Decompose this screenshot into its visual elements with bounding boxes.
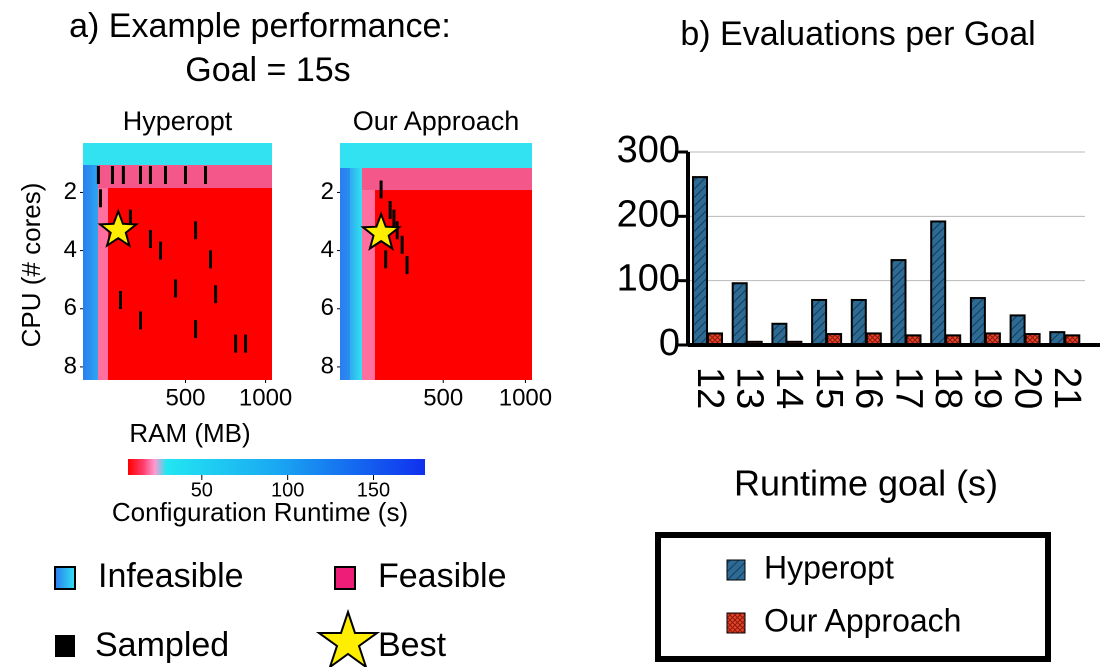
y-tick-label: 6 bbox=[321, 294, 334, 321]
y-tick-label: 6 bbox=[64, 294, 77, 321]
y-tick-label: 200 bbox=[617, 193, 680, 235]
bar bbox=[771, 322, 788, 346]
legend-swatch bbox=[55, 635, 75, 657]
x-tick-label: 20 bbox=[1006, 367, 1048, 409]
colorbar-tick-label: 50 bbox=[191, 479, 213, 501]
x-tick-label: 14 bbox=[768, 367, 810, 409]
x-tick-label: 16 bbox=[848, 367, 890, 409]
bar bbox=[850, 298, 867, 347]
colorbar bbox=[128, 459, 425, 475]
x-tick-label: 18 bbox=[927, 367, 969, 409]
region-infeasible bbox=[340, 143, 350, 380]
y-tick-label: 100 bbox=[617, 258, 680, 300]
y-tick-label: 2 bbox=[64, 178, 77, 205]
legend-star bbox=[315, 608, 381, 667]
subplot-title: Hyperopt bbox=[123, 106, 233, 136]
panel-subtitle: Goal = 15s bbox=[185, 51, 350, 89]
y-tick-label: 2 bbox=[321, 178, 334, 205]
x-tick-label: 13 bbox=[729, 367, 771, 409]
colorbar-tick-label: 150 bbox=[357, 479, 390, 501]
x-tick-label: 500 bbox=[165, 384, 205, 411]
legend-box bbox=[655, 532, 1051, 662]
region-pink-row bbox=[340, 168, 532, 190]
x-tick-label: 19 bbox=[967, 367, 1009, 409]
bar bbox=[969, 297, 986, 346]
legend-label: Feasible bbox=[378, 557, 507, 595]
x-tick-label: 21 bbox=[1046, 367, 1088, 409]
bar bbox=[930, 220, 947, 346]
region-infeasible-row bbox=[340, 143, 532, 168]
legend-label: Best bbox=[378, 626, 447, 664]
legend-label: Our Approach bbox=[764, 602, 961, 638]
best-marker bbox=[97, 208, 140, 248]
subplot-title: Our Approach bbox=[353, 106, 520, 136]
legend-swatch bbox=[726, 612, 746, 634]
y-tick-label: 8 bbox=[321, 352, 334, 379]
y-axis-label: CPU (# cores) bbox=[16, 183, 46, 348]
x-tick-label: 1000 bbox=[499, 384, 552, 411]
legend-label: Sampled bbox=[95, 626, 229, 664]
x-axis-label: Runtime goal (s) bbox=[734, 463, 998, 504]
bar bbox=[890, 259, 907, 346]
y-tick-label: 0 bbox=[659, 322, 680, 364]
x-tick-label: 1000 bbox=[239, 384, 292, 411]
chart-title: b) Evaluations per Goal bbox=[680, 15, 1035, 53]
x-tick-label: 15 bbox=[808, 367, 850, 409]
region-pink bbox=[98, 143, 108, 380]
bar bbox=[731, 282, 748, 346]
x-tick-label: 17 bbox=[887, 367, 929, 409]
legend-label: Infeasible bbox=[98, 557, 244, 595]
y-tick-label: 300 bbox=[617, 129, 680, 171]
legend-swatch bbox=[334, 566, 356, 590]
region-infeasible-row bbox=[83, 143, 272, 165]
x-tick-label: 12 bbox=[689, 367, 731, 409]
y-tick-label: 8 bbox=[64, 352, 77, 379]
x-tick-label: 500 bbox=[423, 384, 463, 411]
legend-label: Hyperopt bbox=[764, 549, 894, 585]
region-infeasible bbox=[83, 143, 98, 380]
region-pink bbox=[362, 143, 375, 380]
region-pink-row bbox=[83, 165, 272, 188]
colorbar-label: Configuration Runtime (s) bbox=[112, 497, 408, 527]
legend-swatch bbox=[726, 559, 746, 581]
bar bbox=[1009, 314, 1026, 347]
y-tick-label: 4 bbox=[321, 236, 334, 263]
y-tick-label: 4 bbox=[64, 236, 77, 263]
legend-swatch bbox=[54, 566, 76, 590]
best-marker bbox=[360, 211, 402, 251]
x-axis-label: RAM (MB) bbox=[129, 418, 250, 448]
panel-title: a) Example performance: bbox=[69, 7, 451, 45]
colorbar-tick-label: 100 bbox=[271, 479, 304, 501]
bar bbox=[692, 176, 708, 346]
bar bbox=[811, 298, 828, 347]
